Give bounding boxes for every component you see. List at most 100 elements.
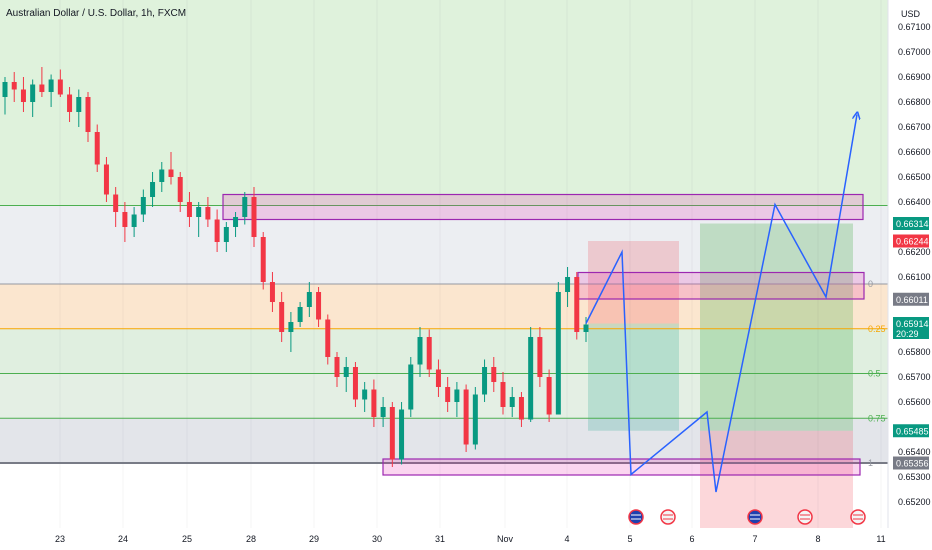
zone-box-2: [382, 458, 861, 476]
lower-region: [0, 463, 888, 528]
candle-body: [362, 389, 368, 400]
candle-body: [482, 367, 488, 395]
y-tick: 0.65700: [898, 372, 931, 382]
y-tick: 0.67100: [898, 22, 931, 32]
event-flag-icon[interactable]: [747, 509, 763, 525]
y-tick: 0.65600: [898, 397, 931, 407]
candle-body: [251, 197, 257, 237]
price-tag-bg: [893, 234, 929, 248]
candle-body: [334, 357, 340, 377]
candle-body: [509, 397, 515, 407]
candle-body: [399, 409, 405, 460]
long-target-zone: [700, 223, 853, 431]
projection-path: [585, 115, 857, 493]
x-tick-8: 8: [815, 534, 820, 544]
candle-body: [583, 324, 589, 332]
candle-body: [30, 84, 36, 102]
event-flag-icon[interactable]: [628, 509, 644, 525]
background-layer: [0, 0, 888, 528]
candle-body: [122, 212, 128, 227]
candle-body: [131, 214, 137, 227]
candle-body: [500, 382, 506, 407]
candle-body: [94, 132, 100, 165]
zones-layer: [222, 193, 865, 476]
candle-body: [242, 197, 248, 217]
y-tick: 0.66800: [898, 97, 931, 107]
price-axis: 0.67100 0.67000 0.66900 0.66800 0.66700 0.666…: [898, 22, 931, 507]
event-flag-icon[interactable]: [797, 509, 813, 525]
candle-body: [491, 367, 497, 382]
fib-band-1: [0, 328, 888, 374]
price-tag-countdown: 20:29: [896, 329, 919, 339]
time-axis-bg: [0, 528, 888, 550]
candle-body: [417, 337, 423, 365]
price-tag-value: 0.66244: [896, 237, 929, 247]
fib-band-3: [0, 418, 888, 463]
candle-body: [20, 89, 26, 102]
candle-body: [343, 367, 349, 377]
fib-label-0.25: 0.25: [868, 324, 886, 334]
fib-label-0.5: 0.5: [868, 369, 881, 379]
y-tick: 0.65200: [898, 497, 931, 507]
candle-body: [159, 169, 165, 182]
x-tick-25: 25: [182, 534, 192, 544]
x-tick-11: 11: [876, 534, 885, 544]
currency-label: USD: [901, 9, 921, 19]
candle-body: [269, 282, 275, 302]
candle-body: [454, 389, 460, 402]
x-tick-6: 6: [689, 534, 694, 544]
candle-body: [316, 292, 322, 320]
x-tick-24: 24: [118, 534, 128, 544]
candle-body: [103, 164, 109, 195]
x-tick-7: 7: [752, 534, 757, 544]
y-tick: 0.67000: [898, 47, 931, 57]
grey-region: [0, 205, 888, 284]
candle-body: [205, 207, 211, 220]
price-tag-value: 0.65914: [896, 319, 929, 329]
event-flag-icon[interactable]: [660, 509, 676, 525]
candle-body: [546, 377, 552, 415]
price-tag-value: 0.65356: [896, 459, 929, 469]
candle-body: [76, 97, 82, 112]
candle-body: [39, 84, 45, 92]
price-tag-value: 0.65485: [896, 426, 929, 436]
grid-layer: [59, 0, 882, 528]
candle-body: [574, 277, 580, 332]
y-tick: 0.65400: [898, 447, 931, 457]
x-tick-Nov: Nov: [497, 534, 514, 544]
candle-body: [288, 322, 294, 332]
candle-body: [233, 217, 239, 227]
price-tag-bg: [893, 424, 929, 438]
zone-box-0: [222, 193, 864, 221]
candle-body: [140, 197, 146, 215]
candle-body: [306, 292, 312, 307]
y-tick: 0.65800: [898, 347, 931, 357]
candle-body: [186, 202, 192, 217]
candle-body: [85, 97, 91, 132]
candle-body: [325, 319, 331, 357]
candle-body: [528, 337, 534, 420]
y-tick: 0.65300: [898, 472, 931, 482]
projection-layer: [585, 115, 857, 493]
candle-body: [555, 292, 561, 415]
fib-label-0: 0: [868, 279, 873, 289]
candle-body: [214, 219, 220, 242]
candle-body: [408, 364, 414, 410]
y-tick: 0.66700: [898, 122, 931, 132]
candle-body: [11, 82, 17, 90]
short-stop-zone: [588, 241, 679, 324]
chart-title: Australian Dollar / U.S. Dollar, 1h, FXC…: [6, 8, 186, 19]
candle-body: [297, 307, 303, 322]
fib-band-2: [0, 373, 888, 419]
candle-body: [463, 389, 469, 445]
candle-body: [260, 237, 266, 282]
long-stop-zone: [700, 430, 853, 528]
candles-layer: [2, 67, 589, 467]
time-axis: 23 24 25 28 29 30 31 Nov 4 5 6 7 8 11: [55, 534, 886, 544]
event-flag-icon[interactable]: [850, 509, 866, 525]
candle-body: [223, 227, 229, 242]
candle-body: [371, 389, 377, 417]
